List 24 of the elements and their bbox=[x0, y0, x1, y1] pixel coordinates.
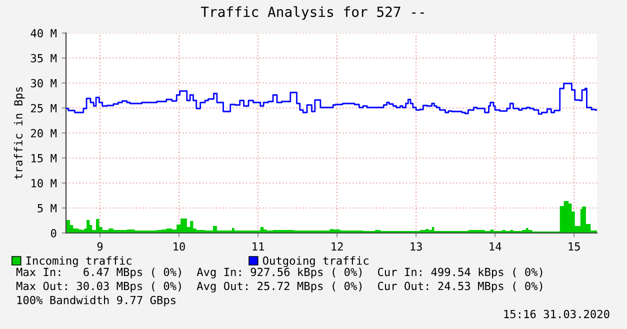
x-tick-label: 10 bbox=[174, 242, 185, 251]
y-tick-label: 10 M bbox=[32, 179, 56, 188]
y-axis-title: traffic in Bps bbox=[14, 87, 25, 180]
y-tick-label: 25 M bbox=[31, 104, 56, 112]
text: 100% Bandwidth 9.77 GBps bbox=[17, 296, 176, 306]
y-tick-label: 30 M bbox=[30, 79, 56, 88]
x-tick-label: 13 bbox=[410, 242, 422, 251]
x-tick-label: 12 bbox=[332, 242, 343, 251]
x-tick-label: 15 bbox=[568, 242, 580, 251]
text: Max In: 6.47 MBps ( 0%) Avg In: 927.56 kBps ( 0%) Cur In: 499.54 kBps ( 0%) bbox=[16, 268, 542, 278]
y-tick-label: 20 M bbox=[31, 129, 56, 138]
y-tick-label: 40 M bbox=[30, 29, 56, 38]
text: Max Out: 30.03 MBps ( 0%) Avg Out: 25.72 MBps ( 0%) Cur Out: 24.53 MBps ( 0%) bbox=[16, 282, 542, 292]
x-tick-label: 14 bbox=[490, 242, 502, 251]
y-tick-label: 35 M bbox=[30, 54, 56, 62]
x-tick-label: 9 bbox=[97, 242, 103, 251]
y-tick-label: 5 M bbox=[38, 204, 56, 212]
legend-label: Incoming traffic bbox=[26, 256, 132, 268]
legend-label: Outgoing traffic bbox=[262, 256, 368, 268]
y-tick-label: 0 bbox=[51, 229, 56, 238]
y-tick-label: 15 M bbox=[32, 154, 56, 162]
x-tick-label: 11 bbox=[252, 242, 264, 251]
chart-title: Traffic Analysis for 527 -- bbox=[200, 6, 424, 20]
text: 15:16 31.03.2020 bbox=[504, 310, 610, 318]
